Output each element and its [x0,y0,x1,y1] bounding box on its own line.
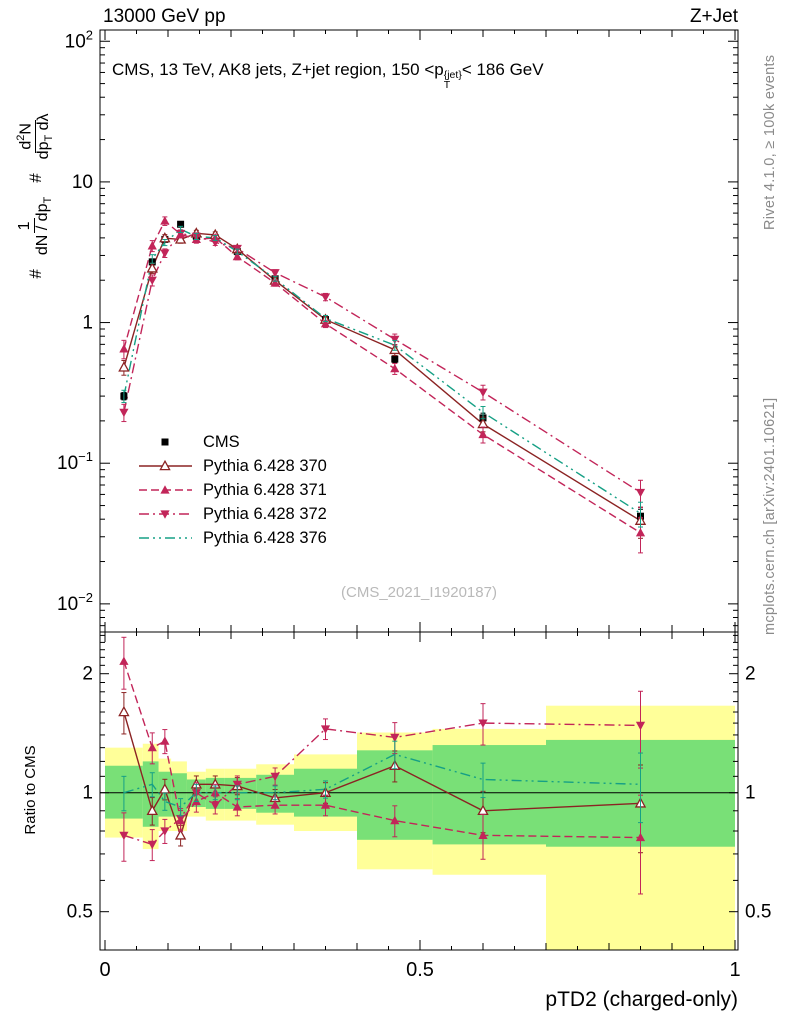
legend-label-cms: CMS [203,432,240,451]
svg-text:102: 102 [65,27,93,52]
pythia-376-line-swatch [139,537,192,539]
svg-text:0.5: 0.5 [406,959,434,981]
svg-text:1: 1 [82,313,93,334]
svg-text:2: 2 [82,664,93,685]
svg-text:2: 2 [745,664,756,685]
ratio-y-axis-label: Ratio to CMS [22,745,39,835]
svg-text:10−1: 10−1 [57,449,93,474]
legend-item-pythia-371: Pythia 6.428 371 [138,478,327,502]
analysis-id-watermark: (CMS_2021_I1920187) [341,584,497,601]
legend: CMS Pythia 6.428 370 Pythia 6.428 371 Py… [138,430,327,550]
svg-text:10−2: 10−2 [57,590,93,615]
legend-item-pythia-372: Pythia 6.428 372 [138,502,327,526]
svg-text:0.5: 0.5 [67,902,93,923]
y-label-fraction-1: 1 dN / dpT [16,196,55,256]
cms-marker-swatch [161,438,169,446]
y-label-fraction-2: d2N dpT dλ [15,113,56,160]
legend-label-pythia-376: Pythia 6.428 376 [203,528,327,547]
x-axis-label: pTD2 (charged-only) [545,988,738,1011]
svg-text:0: 0 [99,959,110,981]
svg-text:1: 1 [729,959,740,981]
legend-label-pythia-371: Pythia 6.428 371 [203,480,327,499]
svg-text:10: 10 [72,172,93,193]
plot-title: CMS, 13 TeV, AK8 jets, Z+jet region, 150… [112,60,544,91]
legend-label-pythia-372: Pythia 6.428 372 [203,504,327,523]
main-y-axis-label: # 1 dN / dpT # d2N dpT dλ [15,113,56,279]
svg-text:1: 1 [82,783,93,804]
pythia-370-line-swatch [139,459,192,471]
svg-text:0.5: 0.5 [745,902,771,923]
rivet-version-note: Rivet 4.1.0, ≥ 100k events [762,54,778,230]
legend-item-pythia-370: Pythia 6.428 370 [138,454,327,478]
legend-item-pythia-376: Pythia 6.428 376 [138,526,327,550]
pt-jet-subsup: {jet} T [443,69,462,91]
pythia-372-line-swatch [139,510,192,519]
legend-item-cms: CMS [138,430,327,454]
beam-energy-label: 13000 GeV pp [103,6,226,27]
pythia-371-line-swatch [139,485,192,494]
process-label: Z+Jet [689,6,738,27]
legend-label-pythia-370: Pythia 6.428 370 [203,456,327,475]
svg-text:1: 1 [745,783,756,804]
mcplots-reference-note: mcplots.cern.ch [arXiv:2401.10621] [762,397,778,636]
